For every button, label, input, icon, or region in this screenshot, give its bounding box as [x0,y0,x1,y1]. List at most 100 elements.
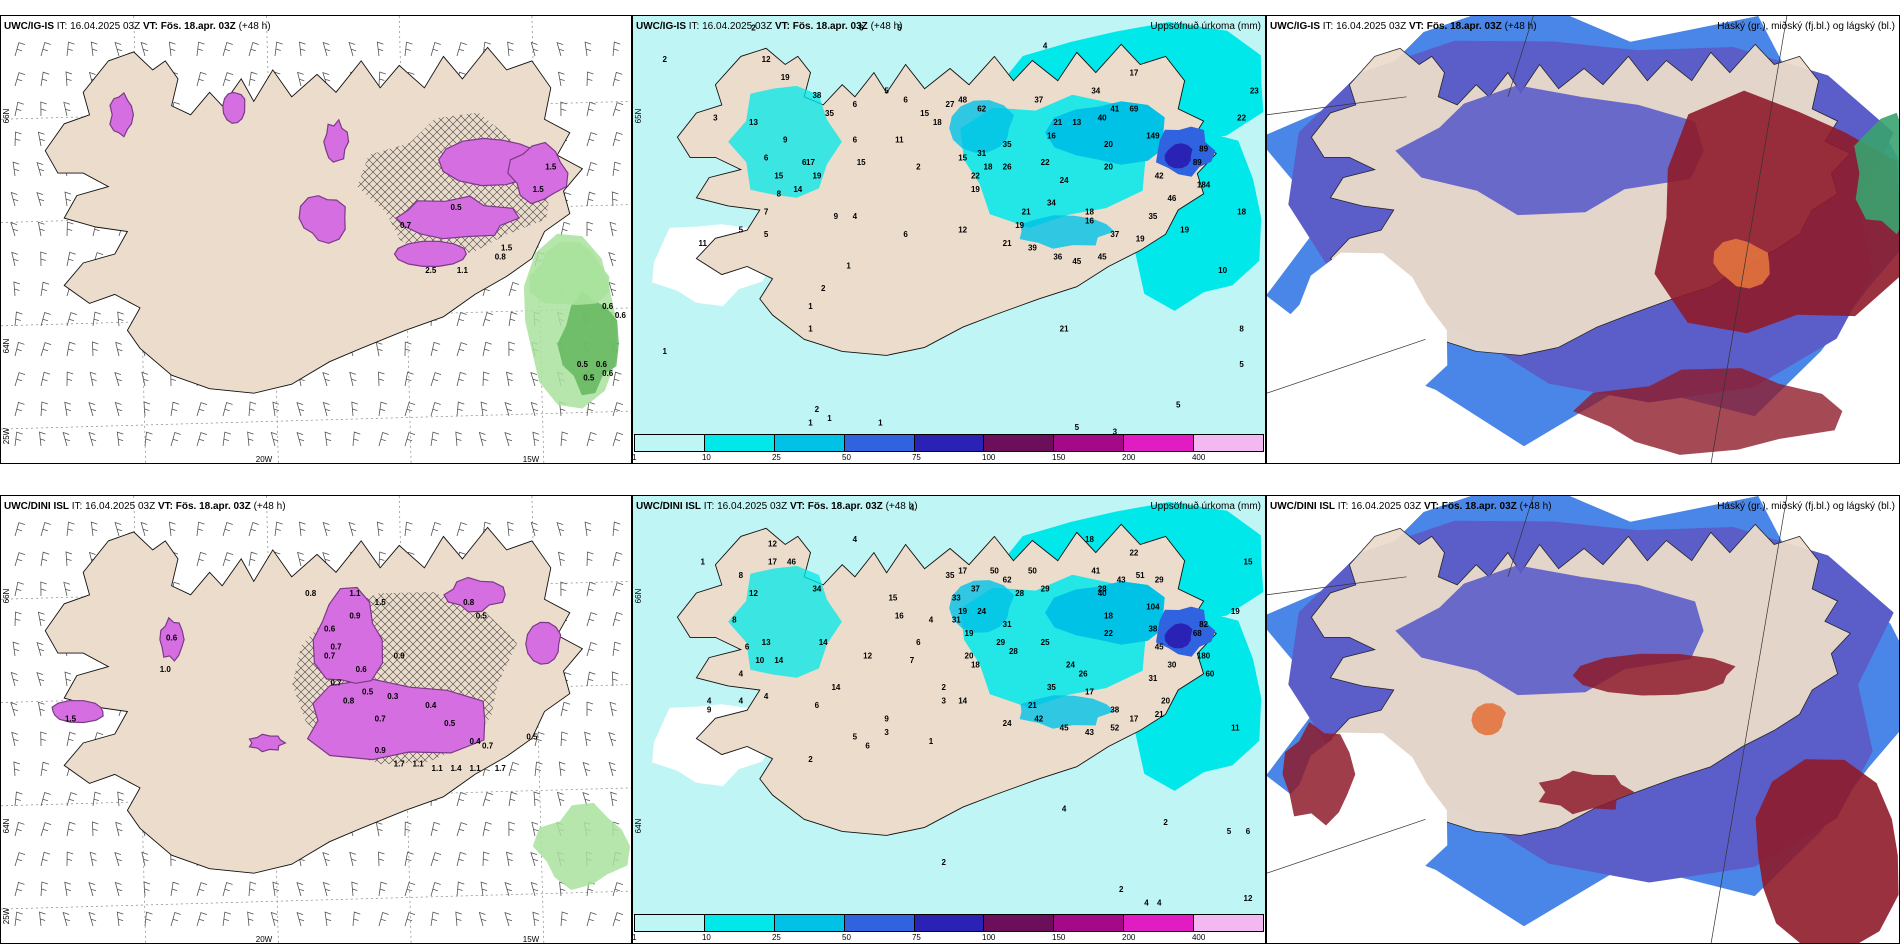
colorbar-ticks: 1 10 25 50 75 100 150 200 400 [633,453,1264,463]
colorbar-segment [774,915,845,931]
map-value-label: 45 [1060,724,1069,733]
map-value-label: 6 [802,158,807,167]
map-value-label: 21 [1060,324,1069,333]
map-value-label: 60 [1205,670,1214,679]
map-value-label: 17 [768,557,777,566]
map-value-label: 0.6 [596,360,608,369]
wind-barb [62,431,71,447]
wind-barb [404,371,414,387]
map-value-label: 2 [751,24,756,33]
wind-barb [508,341,515,357]
map-value-label: 0.5 [450,203,462,212]
map-value-label: 4 [1144,899,1149,908]
graticule-line [1,890,631,910]
high-cloud [1471,703,1506,736]
map-value-label: 5 [897,24,902,33]
wind-barb [222,881,233,897]
map-value-label: 17 [1085,688,1094,697]
wind-barb [14,911,23,927]
wind-barb [90,41,98,57]
map-value-label: 19 [812,172,821,181]
lon-label: 20W [256,935,273,944]
map-value-label: 29 [1155,575,1164,584]
map-value-label: 31 [977,149,986,158]
map-value-label: 31 [952,616,961,625]
wind-barb [64,881,72,897]
wind-barb [14,431,23,447]
wind-barb [114,521,123,537]
wind-barb [296,401,305,417]
map-value-label: 19 [971,185,980,194]
wind-barb [430,372,442,387]
map-value-label: 2 [815,405,820,414]
precip-colorbar [634,914,1264,932]
map-value-label: 30 [1167,661,1176,670]
map-value-label: 22 [1237,113,1246,122]
map-value-label: 5 [853,733,858,742]
wind-barb [430,852,442,867]
wind-barb [114,881,123,897]
map-value-label: 0.6 [602,302,614,311]
wind-barb [349,371,357,387]
wind-barb [456,522,468,537]
wind-barb [297,71,305,87]
colorbar-segment [1124,915,1195,931]
map-value-label: 8 [1239,324,1244,333]
wind-barb [196,432,208,447]
map-value-label: 12 [768,539,777,548]
colorbar-tick-label: 400 [1191,453,1206,462]
wind-barb [296,431,305,447]
wind-barb [40,521,51,537]
wind-barb [66,371,74,387]
wind-barb [248,881,257,897]
map-value-label: 45 [1072,257,1081,266]
map-value-label: 1 [846,262,851,271]
map-value-label: 7 [764,208,769,217]
map-value-label: 50 [990,566,999,575]
map-value-label: 52 [1110,724,1119,733]
wind-barb [430,401,441,417]
wind-barb [612,131,623,147]
wind-barb [430,41,441,57]
wind-barb [248,521,259,537]
colorbar-tick-label: 75 [911,933,921,942]
map-value-label: 2 [808,755,813,764]
map-value-label: 0.4 [469,737,481,746]
map-value-label: 9 [834,212,839,221]
wind-barb [532,431,540,447]
wind-barb [456,822,468,837]
wind-barb [247,911,254,927]
wind-barb [248,71,258,87]
precip-area [1045,101,1165,165]
panel-title: Uppsöfnuð úrkoma (mm) [1150,501,1261,512]
map-value-label: 16 [1047,131,1056,140]
map-value-label: 37 [971,584,980,593]
map-value-label: 48 [958,95,967,104]
map-value-label: 149 [1146,131,1160,140]
wind-barb [508,281,519,297]
map-value-label: 37 [1110,230,1119,239]
precip-area [728,565,842,678]
snow-area [507,141,569,205]
wind-barb [586,911,597,927]
map-value-label: 31 [1148,674,1157,683]
panel-title: Háský (gr.), miðský (fj.bl.) og lágský (… [1717,21,1895,32]
colorbar-tick-label: 25 [771,933,781,942]
wind-barb [168,41,176,57]
map-value-label: 14 [774,656,783,665]
wind-barb [351,881,358,897]
lat-label: 65N [634,108,643,123]
map-value-label: 20 [965,652,974,661]
wind-barb [10,221,19,237]
map-value-label: 4 [739,670,744,679]
wind-barb [12,161,20,177]
wind-barb [586,221,594,236]
wind-barb [534,761,543,777]
wind-barb [14,852,26,867]
map-value-label: 10 [755,656,764,665]
wind-barb [196,41,205,57]
map-value-label: 0.5 [444,719,456,728]
map-value-label: 35 [1148,212,1157,221]
wind-barb [351,401,358,417]
wind-barb [584,731,591,747]
